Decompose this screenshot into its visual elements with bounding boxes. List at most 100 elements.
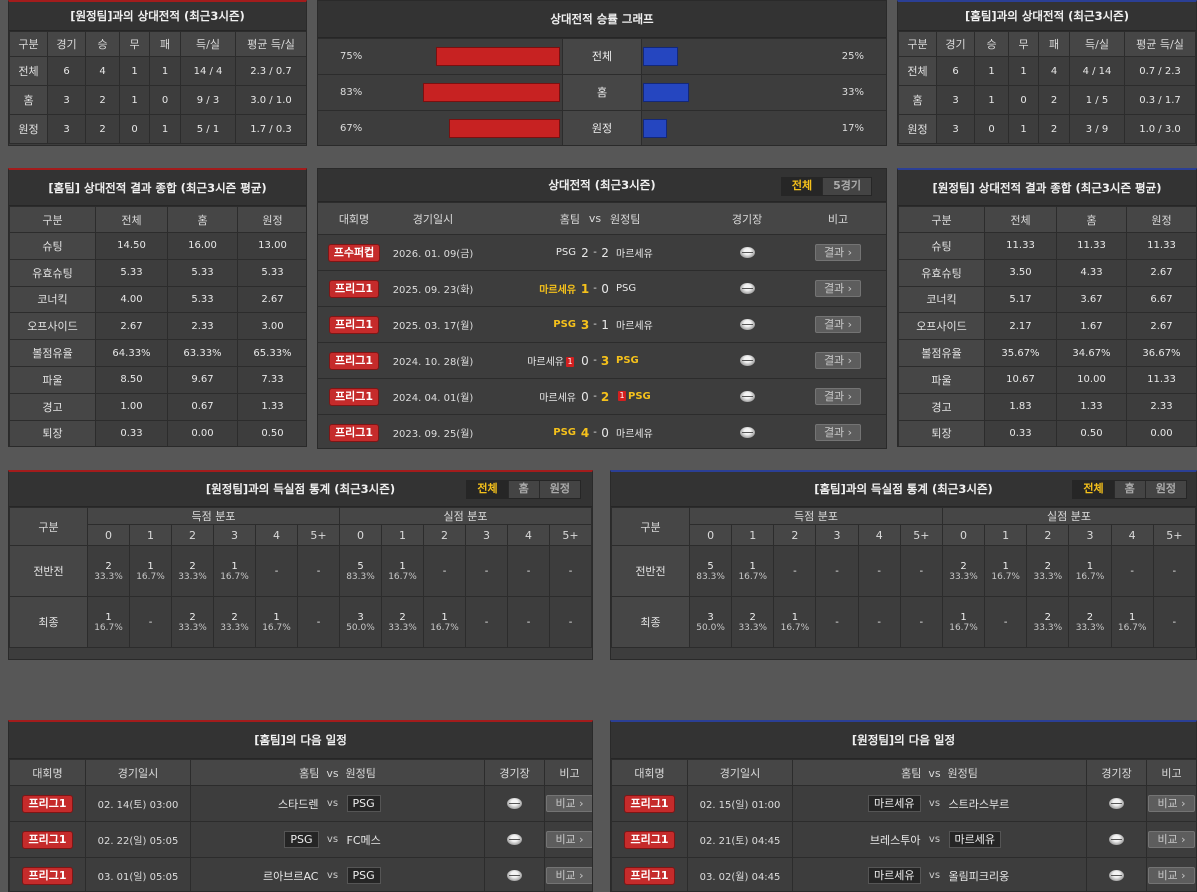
- fixture-date: 03. 01(일) 05:05: [85, 857, 191, 891]
- column-header: 패: [149, 31, 181, 57]
- row-label: 전반전: [9, 545, 88, 597]
- goal-percent: 50.0%: [696, 622, 725, 633]
- away-next-panel: [원정팀]의 다음 일정 대회명 경기일시 홈팀 vs 원정팀 경기장 비고 프리그1 02…: [610, 720, 1197, 892]
- tab-all[interactable]: 전체: [781, 178, 823, 195]
- stat-cell: 2.67: [1126, 258, 1196, 287]
- compare-button[interactable]: 비교 ›: [546, 867, 592, 884]
- home-goals-table: 구분 득점 분포 실점 분포 0 1 2 3 4 5+ 0 1 2 3 4 5+ 전반전 5 83.3% 1 16.7…: [611, 507, 1196, 648]
- table-row: 전체 6 4 1 1 14 / 4 2.3 / 0.7: [9, 56, 306, 86]
- column-header-venue: 경기장: [484, 759, 546, 786]
- table-row: 유효슈팅 5.33 5.33 5.33: [9, 258, 306, 287]
- distribution-cell: -: [423, 545, 466, 597]
- distribution-cell: 2 33.3%: [171, 596, 214, 648]
- column-header: 승: [85, 31, 120, 57]
- red-card-icon: 1: [618, 391, 627, 401]
- home-team: PSG: [553, 319, 576, 330]
- right-bar: [643, 83, 690, 102]
- panel-title-text: [원정팀]과의 득실점 통계 (최근3시즌): [205, 482, 396, 496]
- table-row: 유효슈팅 3.50 4.33 2.67: [898, 258, 1196, 287]
- goal-percent: 16.7%: [220, 571, 249, 582]
- column-header-comp: 대회명: [611, 759, 688, 786]
- compare-button[interactable]: 비교 ›: [546, 831, 592, 848]
- stat-cell: 11.33: [1126, 365, 1196, 394]
- result-button[interactable]: 결과 ›: [814, 316, 862, 333]
- panel-title: [원정팀]과의 득실점 통계 (최근3시즌) 전체 홈 원정: [9, 472, 592, 507]
- score-separator: -: [590, 234, 600, 271]
- compare-button[interactable]: 비교 ›: [1148, 795, 1195, 812]
- home-h2h-table: 구분 경기 승 무 패 득/실 평균 득/실 전체 6 1 1 4 4 / 14 0.7 / 2.3 홈 3 1…: [898, 31, 1196, 144]
- stat-cell: 2.67: [237, 285, 306, 314]
- result-button[interactable]: 결과 ›: [814, 424, 862, 441]
- distribution-cell: 3 50.0%: [339, 596, 382, 648]
- column-header: 구분: [9, 507, 88, 546]
- row-label: 코너킥: [898, 285, 985, 314]
- distribution-cell: 2 33.3%: [213, 596, 256, 648]
- result-button[interactable]: 결과 ›: [814, 352, 862, 369]
- home-team-cell: PSG: [190, 821, 321, 858]
- home-summary-panel: [홈팀] 상대전적 결과 종합 (최근3시즌 평균) 구분 전체 홈 원정 슈팅 14.5…: [8, 168, 307, 447]
- compare-button[interactable]: 비교 ›: [1148, 867, 1195, 884]
- match-row: 프리그1 2025. 09. 23(화) 마르세유 1-0 PSG 결과 ›: [318, 270, 886, 307]
- match-date: 2026. 01. 09(금): [390, 234, 476, 271]
- away-team: PSG: [346, 795, 381, 812]
- tab-home[interactable]: 홈: [1113, 481, 1145, 498]
- distribution-cell: -: [465, 596, 508, 648]
- compare-button[interactable]: 비교 ›: [546, 795, 592, 812]
- row-label: 코너킥: [9, 285, 96, 314]
- away-goals-table: 구분 득점 분포 실점 분포 0 1 2 3 4 5+ 0 1 2 3 4 5+ 전반전 2 33.3% 1 16.7…: [9, 507, 592, 648]
- goal-percent: 16.7%: [1075, 571, 1105, 582]
- goal-count: 1: [273, 611, 280, 623]
- result-button[interactable]: 결과 ›: [814, 388, 862, 405]
- tab-all[interactable]: 전체: [467, 481, 508, 498]
- result-button[interactable]: 결과 ›: [814, 280, 862, 297]
- stat-cell: 0.33: [984, 419, 1057, 446]
- stat-cell: 5.33: [167, 258, 238, 287]
- panel-title: 상대전적 승률 그래프: [318, 1, 886, 38]
- table-row: 파울 8.50 9.67 7.33: [9, 365, 306, 394]
- stat-cell: 4.00: [95, 285, 168, 314]
- goal-count-header: 5+: [297, 524, 340, 546]
- distribution-cell: 1 16.7%: [1068, 545, 1112, 597]
- stadium-icon: [507, 833, 523, 845]
- home-team: 마르세유: [868, 795, 921, 812]
- column-header-note: 비고: [790, 202, 886, 235]
- column-header: 홈: [167, 206, 238, 233]
- tab-5-games[interactable]: 5경기: [822, 178, 871, 195]
- column-header-venue: 경기장: [1086, 759, 1148, 786]
- goal-percent: 16.7%: [738, 571, 768, 582]
- column-header-note: 비고: [1146, 759, 1196, 786]
- goal-count: 2: [1044, 560, 1052, 572]
- tab-away[interactable]: 원정: [1144, 481, 1186, 498]
- competition-badge: 프수퍼컵: [328, 244, 380, 261]
- stat-cell: 0: [974, 114, 1009, 144]
- goal-count: 1: [1002, 560, 1009, 572]
- home-summary-table: 구분 전체 홈 원정 슈팅 14.50 16.00 13.00 유효슈팅 5.33 5.33 5.33…: [9, 206, 306, 446]
- result-button[interactable]: 결과 ›: [814, 244, 862, 261]
- stat-cell: 1.7 / 0.3: [235, 114, 306, 144]
- away-team: 올림피크리옹: [948, 869, 1010, 883]
- competition-badge: 프리그1: [625, 867, 674, 884]
- stadium-icon: [1109, 797, 1125, 809]
- header-row: 구분 전체 홈 원정: [898, 206, 1196, 233]
- stat-cell: 3 / 9: [1069, 114, 1125, 144]
- stat-cell: 1: [974, 85, 1009, 115]
- tab-all[interactable]: 전체: [1073, 481, 1114, 498]
- home-score: 1: [580, 270, 590, 307]
- stat-cell: 1: [119, 85, 150, 115]
- table-row: 전반전 2 33.3% 1 16.7% 2 33.3% 1 16.7% - -5 83.3% 1 16.7…: [9, 545, 592, 597]
- tab-home[interactable]: 홈: [507, 481, 539, 498]
- goal-count-header: 0: [941, 524, 986, 546]
- compare-button[interactable]: 비교 ›: [1148, 831, 1195, 848]
- goal-count-header: 1: [129, 524, 172, 546]
- vs-label: vs: [922, 857, 947, 891]
- goal-count: 2: [960, 560, 967, 572]
- goal-count: 2: [749, 611, 756, 623]
- column-header-teams: 홈팀 vs 원정팀: [791, 759, 1088, 786]
- stat-cell: 14.50: [95, 232, 168, 260]
- goal-count: 1: [441, 611, 448, 623]
- score-separator: -: [590, 306, 600, 343]
- panel-title-text: 상대전적 (최근3시즌): [548, 178, 656, 192]
- tab-away[interactable]: 원정: [538, 481, 580, 498]
- distribution-cell: 1 16.7%: [1110, 596, 1154, 648]
- stat-cell: 11.33: [1126, 232, 1196, 260]
